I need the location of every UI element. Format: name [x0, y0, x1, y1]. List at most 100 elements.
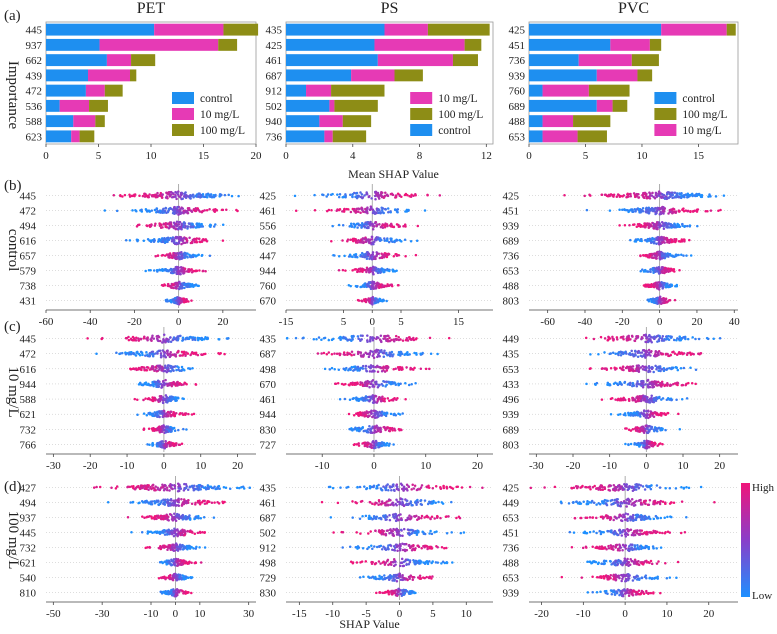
- x-tick-label: 0: [526, 150, 532, 162]
- shap-dot: [397, 383, 401, 387]
- x-tick-label: 4: [350, 150, 356, 162]
- shap-dot: [682, 254, 685, 257]
- shap-dot: [625, 366, 629, 369]
- shap-dot: [409, 337, 413, 341]
- shap-dot: [660, 368, 664, 371]
- shap-dot: [689, 210, 692, 214]
- shap-dot: [351, 237, 355, 241]
- shap-dot: [125, 336, 128, 340]
- shap-dot: [182, 270, 186, 273]
- shap-dot: [146, 237, 150, 241]
- shap-dot: [177, 368, 180, 372]
- bar-10-mg-l: [542, 130, 578, 143]
- shap-dot: [666, 383, 669, 386]
- shap-dot: [671, 208, 674, 211]
- shap-dot: [681, 352, 684, 356]
- shap-dot: [205, 193, 209, 197]
- shap-dot: [198, 269, 201, 272]
- shap-dot: [668, 195, 672, 199]
- shap-dot: [662, 285, 665, 289]
- shap-dot: [367, 226, 370, 230]
- shap-dot: [186, 225, 190, 229]
- shap-dot: [364, 364, 368, 368]
- shap-dot: [103, 209, 107, 212]
- shap-dot: [368, 195, 371, 198]
- shap-dot: [603, 337, 607, 340]
- row-label-control: control: [5, 229, 21, 272]
- shap-dot: [164, 412, 167, 416]
- shap-dot: [395, 210, 399, 213]
- shap-dot: [200, 210, 204, 214]
- shap-dot: [352, 353, 356, 357]
- shap-dot: [688, 238, 691, 242]
- shap-dot: [368, 281, 372, 285]
- shap-dot: [428, 336, 432, 340]
- shap-dot: [648, 382, 652, 385]
- shap-dot: [131, 335, 135, 339]
- shap-dot: [137, 339, 141, 342]
- shap-dot: [166, 350, 169, 354]
- shap-dot: [376, 209, 379, 213]
- shap-dot: [640, 351, 644, 354]
- shap-dot: [150, 336, 154, 339]
- bar-control: [286, 38, 375, 51]
- shap-dot: [191, 225, 195, 229]
- shap-dot: [379, 400, 383, 403]
- shap-dot: [365, 369, 368, 372]
- plot-frame: [528, 21, 739, 145]
- shap-dot: [392, 397, 395, 401]
- feature-label: 472: [20, 349, 37, 361]
- shap-dot: [177, 227, 180, 230]
- shap-dot: [603, 351, 606, 354]
- shap-dot: [696, 224, 699, 228]
- shap-dot: [373, 299, 376, 302]
- shap-dot: [631, 335, 634, 338]
- shap-dot: [684, 209, 688, 212]
- shap-dot: [358, 207, 361, 211]
- shap-dot: [647, 339, 651, 343]
- shap-dot: [712, 337, 715, 341]
- shap-dot: [376, 237, 379, 241]
- shap-dot: [393, 427, 396, 430]
- shap-dot: [166, 284, 170, 288]
- shap-dot: [154, 380, 157, 384]
- shap-dot: [359, 366, 362, 370]
- shap-dot: [341, 195, 344, 199]
- shap-dot: [378, 270, 382, 273]
- shap-dot: [397, 353, 400, 356]
- shap-dot: [639, 224, 643, 227]
- shap-dot: [164, 206, 167, 210]
- shap-dot: [622, 413, 626, 416]
- shap-dot: [563, 193, 566, 197]
- shap-dot: [379, 194, 382, 197]
- shap-dot: [373, 256, 377, 259]
- shap-dot: [677, 209, 681, 213]
- shap-dot: [201, 269, 205, 273]
- shap-dot: [383, 239, 387, 242]
- shap-dot: [649, 268, 652, 271]
- shap-dot: [377, 442, 380, 445]
- shap-dot: [673, 191, 677, 195]
- shap-dot: [343, 254, 346, 258]
- shap-dot: [172, 369, 175, 373]
- shap-dot: [409, 195, 413, 199]
- shap-dot: [154, 222, 157, 225]
- shap-dot: [384, 385, 387, 388]
- shap-dot: [335, 209, 338, 213]
- shap-dot: [706, 210, 709, 213]
- shap-dot: [635, 225, 639, 229]
- legend-swatch: [410, 92, 433, 104]
- shap-dot: [401, 412, 404, 415]
- shap-dot: [386, 366, 390, 369]
- shap-dot: [637, 364, 641, 367]
- x-tick-label: 5: [96, 150, 102, 162]
- shap-dot: [395, 223, 399, 226]
- shap-dot: [200, 222, 203, 226]
- shap-dot: [672, 338, 676, 342]
- shap-dot: [379, 414, 383, 417]
- shap-dot: [371, 227, 375, 231]
- legend-swatch: [172, 124, 194, 136]
- shap-dot: [597, 352, 600, 356]
- shap-dot: [285, 336, 289, 340]
